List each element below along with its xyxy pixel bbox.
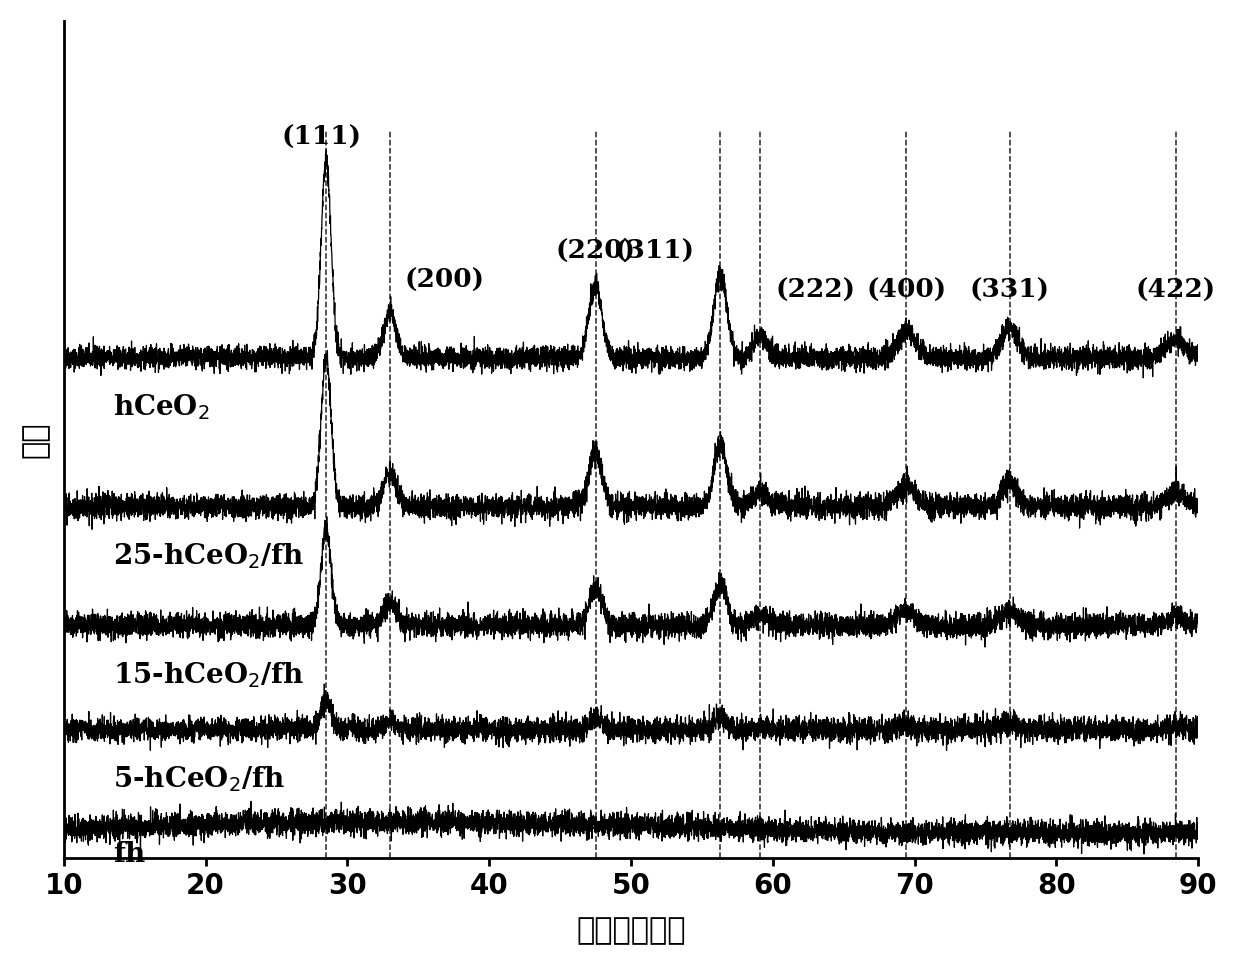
Text: (331): (331) bbox=[970, 278, 1050, 303]
Text: fh: fh bbox=[113, 841, 145, 868]
Text: 5-hCeO$_2$/fh: 5-hCeO$_2$/fh bbox=[113, 764, 285, 794]
Text: (220): (220) bbox=[556, 239, 636, 264]
X-axis label: 衍射角（度）: 衍射角（度） bbox=[577, 916, 686, 945]
Text: (111): (111) bbox=[281, 125, 362, 150]
Text: (422): (422) bbox=[1136, 278, 1215, 303]
Text: 15-hCeO$_2$/fh: 15-hCeO$_2$/fh bbox=[113, 660, 305, 690]
Text: (200): (200) bbox=[404, 269, 484, 294]
Text: (222): (222) bbox=[776, 278, 856, 303]
Text: (311): (311) bbox=[615, 239, 694, 264]
Y-axis label: 强度: 强度 bbox=[21, 421, 50, 458]
Text: hCeO$_2$: hCeO$_2$ bbox=[113, 392, 210, 422]
Text: 25-hCeO$_2$/fh: 25-hCeO$_2$/fh bbox=[113, 541, 305, 571]
Text: (400): (400) bbox=[866, 278, 946, 303]
